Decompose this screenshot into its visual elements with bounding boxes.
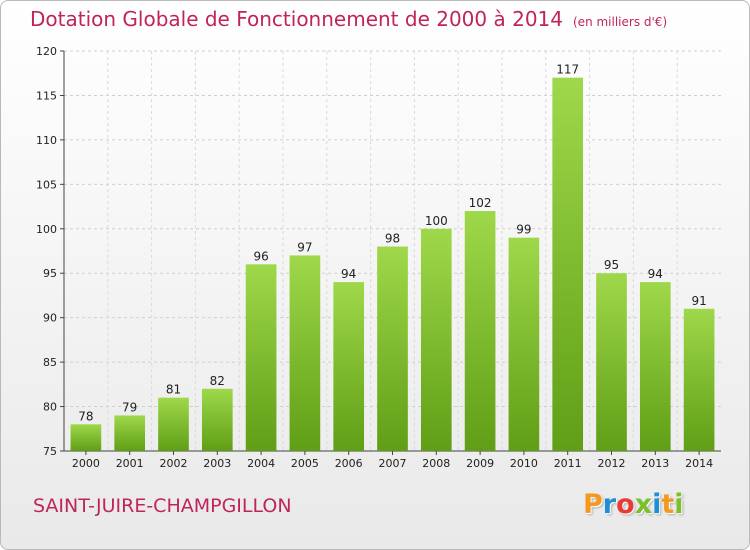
proxiti-logo: Proxiti (583, 489, 684, 520)
data-label-2010: 99 (516, 223, 531, 237)
title-text: Dotation Globale de Fonctionnement de 20… (30, 7, 563, 31)
y-tick-label: 75 (43, 445, 57, 458)
x-tick-label-2007: 2007 (379, 457, 407, 470)
data-label-2013: 94 (648, 267, 663, 281)
y-tick-label: 90 (43, 312, 57, 325)
data-label-2006: 94 (341, 267, 356, 281)
x-tick-label-2000: 2000 (72, 457, 100, 470)
data-label-2009: 102 (469, 196, 492, 210)
bar-2001 (114, 415, 146, 451)
data-label-2014: 91 (691, 294, 706, 308)
bar-2009 (464, 211, 496, 451)
x-tick-label-2003: 2003 (203, 457, 231, 470)
y-tick-label: 120 (36, 45, 57, 58)
y-tick-label: 115 (36, 89, 57, 102)
logo-letter: t (661, 489, 675, 520)
bar-2007 (377, 246, 408, 451)
y-tick-label: 100 (36, 223, 57, 236)
logo-letter: x (634, 489, 653, 520)
data-label-2012: 95 (604, 258, 619, 272)
bar-2013 (639, 282, 671, 451)
logo-letter: r (602, 489, 617, 520)
logo-letter: i (674, 489, 684, 520)
x-tick-label-2002: 2002 (160, 457, 188, 470)
data-label-2007: 98 (385, 232, 400, 246)
x-tick-label-2011: 2011 (554, 457, 582, 470)
x-tick-label-2013: 2013 (641, 457, 669, 470)
x-tick-label-2004: 2004 (247, 457, 275, 470)
data-label-2002: 81 (166, 383, 181, 397)
data-label-2008: 100 (425, 214, 448, 228)
bar-2012 (596, 273, 627, 451)
x-tick-label-2005: 2005 (291, 457, 319, 470)
bar-2011 (552, 77, 584, 452)
y-tick-label: 105 (36, 178, 57, 191)
data-label-2011: 117 (556, 63, 579, 77)
bar-2014 (683, 308, 715, 451)
logo-letter: o (616, 489, 635, 520)
y-tick-label: 110 (36, 134, 57, 147)
data-label-2004: 96 (253, 249, 268, 263)
bar-2003 (201, 388, 233, 451)
y-tick-label: 85 (43, 356, 57, 369)
data-label-2005: 97 (297, 240, 312, 254)
x-tick-label-2001: 2001 (116, 457, 144, 470)
y-tick-label: 80 (43, 401, 57, 414)
y-tick-label: 95 (43, 267, 57, 280)
bar-2010 (508, 237, 540, 451)
bar-2006 (333, 282, 365, 451)
bar-2000 (70, 424, 102, 451)
commune-name: SAINT-JUIRE-CHAMPGILLON (33, 495, 292, 517)
data-label-2003: 82 (210, 374, 225, 388)
logo-letter: i (652, 489, 662, 520)
x-tick-label-2010: 2010 (510, 457, 538, 470)
x-tick-label-2014: 2014 (685, 457, 713, 470)
bar-2005 (289, 255, 321, 451)
bar-2004 (245, 264, 277, 451)
chart-title: Dotation Globale de Fonctionnement de 20… (30, 7, 667, 31)
data-label-2001: 79 (122, 400, 137, 414)
bar-2008 (420, 228, 452, 451)
x-tick-label-2006: 2006 (335, 457, 363, 470)
data-label-2000: 78 (78, 409, 93, 423)
logo-letter: P (583, 489, 603, 520)
bar-2002 (158, 397, 189, 451)
x-tick-label-2008: 2008 (422, 457, 450, 470)
chart-subtitle: (en milliers d'€) (573, 15, 668, 29)
x-tick-label-2012: 2012 (598, 457, 626, 470)
x-tick-label-2009: 2009 (466, 457, 494, 470)
